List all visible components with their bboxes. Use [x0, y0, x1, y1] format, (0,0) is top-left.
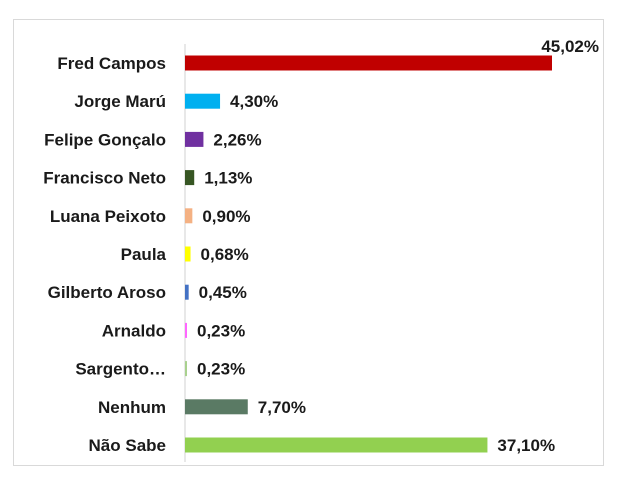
- data-label: 0,23%: [197, 321, 245, 340]
- category-label: Gilberto Aroso: [48, 283, 166, 302]
- bar: [185, 93, 221, 109]
- category-label: Sargento…: [75, 360, 166, 379]
- bar: [185, 170, 195, 186]
- category-label: Francisco Neto: [43, 169, 166, 188]
- data-label: 45,02%: [541, 37, 599, 56]
- chart-frame: [13, 19, 604, 466]
- category-label: Nenhum: [98, 398, 166, 417]
- data-label: 0,45%: [199, 283, 247, 302]
- bar: [185, 246, 191, 262]
- bar: [185, 322, 187, 338]
- data-label: 2,26%: [213, 130, 261, 149]
- data-label: 0,68%: [201, 245, 249, 264]
- category-label: Fred Campos: [57, 54, 166, 73]
- data-label: 0,23%: [197, 360, 245, 379]
- data-label: 0,90%: [202, 207, 250, 226]
- data-label: 4,30%: [230, 92, 278, 111]
- category-label: Luana Peixoto: [50, 207, 166, 226]
- category-label: Jorge Marú: [74, 92, 166, 111]
- category-label: Não Sabe: [89, 436, 166, 455]
- bar: [185, 437, 488, 453]
- bar: [185, 284, 189, 300]
- bar: [185, 399, 248, 415]
- data-label: 37,10%: [497, 436, 555, 455]
- bar: [185, 361, 187, 377]
- data-label: 7,70%: [258, 398, 306, 417]
- bar: [185, 208, 193, 224]
- category-label: Felipe Gonçalo: [44, 130, 166, 149]
- category-label: Paula: [121, 245, 167, 264]
- bar: [185, 131, 204, 147]
- data-label: 1,13%: [204, 169, 252, 188]
- bar: [185, 55, 552, 71]
- category-label: Arnaldo: [102, 321, 166, 340]
